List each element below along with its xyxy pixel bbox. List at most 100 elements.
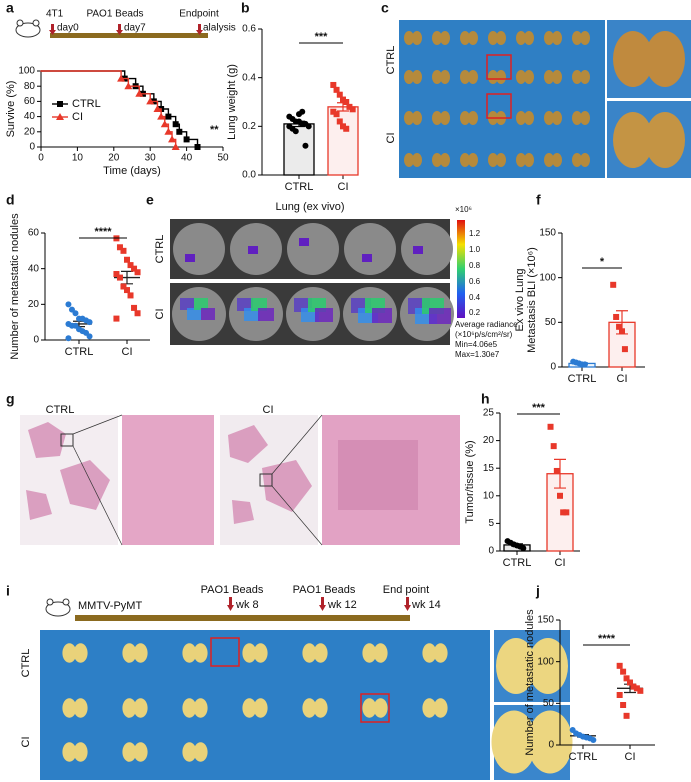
lung	[362, 643, 377, 663]
y-tick-label: 0.2	[242, 121, 256, 132]
y-tick-label: 25	[483, 408, 495, 419]
lung	[613, 112, 653, 168]
x-tick-label: 30	[145, 153, 157, 164]
y-tick-label: 60	[28, 228, 40, 239]
panel-letter: i	[6, 583, 10, 599]
y-tick-label: 50	[545, 317, 557, 328]
panel-letter: d	[6, 192, 15, 208]
image-title: Lung (ex vivo)	[275, 201, 344, 213]
lung	[524, 70, 534, 84]
lung	[432, 153, 442, 167]
lung	[544, 111, 554, 125]
point	[616, 662, 623, 669]
bar	[283, 123, 315, 176]
highlight-box	[210, 637, 240, 667]
y-tick-label: 60	[24, 96, 36, 107]
row-label: CTRL	[20, 649, 32, 678]
color-bar	[457, 220, 465, 318]
survival-step	[41, 70, 126, 79]
lung	[313, 698, 328, 718]
y-tick-label: 20	[483, 435, 495, 446]
lung	[302, 643, 317, 663]
highlight-box	[486, 93, 512, 119]
lung	[488, 153, 498, 167]
x-tick-label: 40	[181, 153, 193, 164]
y-tick-label: 40	[28, 263, 40, 274]
point	[302, 142, 309, 149]
lung	[645, 112, 685, 168]
point	[333, 86, 340, 93]
scale-tick: 0.8	[469, 261, 481, 270]
y-tick-label: 80	[24, 81, 36, 92]
lung	[433, 698, 448, 718]
point	[340, 123, 346, 130]
timeline-label: MMTV-PyMT	[78, 600, 142, 612]
timeline-arrows	[227, 597, 411, 611]
point	[113, 271, 120, 278]
lung	[440, 111, 450, 125]
lung	[552, 70, 562, 84]
y-tick-label: 100	[18, 66, 35, 77]
point	[621, 346, 628, 353]
lung	[432, 31, 442, 45]
signal	[413, 246, 423, 254]
lung	[468, 70, 478, 84]
lung	[572, 31, 582, 45]
histology-image	[322, 415, 460, 545]
point	[116, 244, 123, 251]
lung	[432, 70, 442, 84]
point	[610, 281, 617, 288]
lung-photo	[399, 20, 605, 178]
lung	[313, 643, 328, 663]
y-tick-label: 150	[539, 228, 556, 239]
y-tick-label: 0	[488, 546, 494, 557]
annotation: **	[210, 124, 219, 136]
signal	[194, 298, 208, 310]
y-tick-label: 0	[33, 335, 39, 346]
lung	[516, 111, 526, 125]
lung	[193, 698, 208, 718]
row-label: CI	[20, 737, 32, 748]
x-tick-label: CTRL	[285, 181, 314, 193]
zoom-box	[259, 473, 273, 487]
point	[86, 319, 93, 326]
zoom-box	[60, 433, 74, 447]
mouse-icon	[45, 598, 71, 617]
point	[637, 687, 644, 694]
timeline-label: wk 12	[327, 599, 357, 611]
x-tick-label: 10	[72, 153, 84, 164]
lung	[133, 698, 148, 718]
well	[287, 223, 339, 275]
lung	[516, 31, 526, 45]
panel-letter: h	[481, 391, 490, 407]
lung	[488, 31, 498, 45]
lung	[528, 638, 568, 694]
image-label: CI	[263, 404, 274, 416]
lung	[496, 153, 506, 167]
point	[620, 702, 627, 708]
timeline-label: End point	[383, 584, 429, 596]
point	[630, 683, 637, 690]
lung	[73, 742, 88, 762]
highlight-box	[360, 693, 390, 723]
point	[346, 103, 353, 110]
lung	[440, 70, 450, 84]
point	[131, 304, 138, 311]
point	[305, 123, 312, 130]
lung	[73, 643, 88, 663]
signal	[429, 308, 451, 324]
zoom-lines	[72, 414, 323, 546]
y-tick-label: 5	[488, 518, 494, 529]
point	[620, 668, 627, 675]
signal	[185, 254, 195, 262]
point	[633, 685, 640, 692]
point	[553, 467, 560, 474]
lung	[468, 111, 478, 125]
point	[171, 143, 180, 150]
panel-letter: c	[381, 0, 389, 16]
x-tick-label: CI	[617, 373, 628, 385]
y-axis-label: Lung weight (g)	[226, 64, 238, 140]
x-tick-label: CI	[555, 557, 566, 569]
lung	[182, 698, 197, 718]
